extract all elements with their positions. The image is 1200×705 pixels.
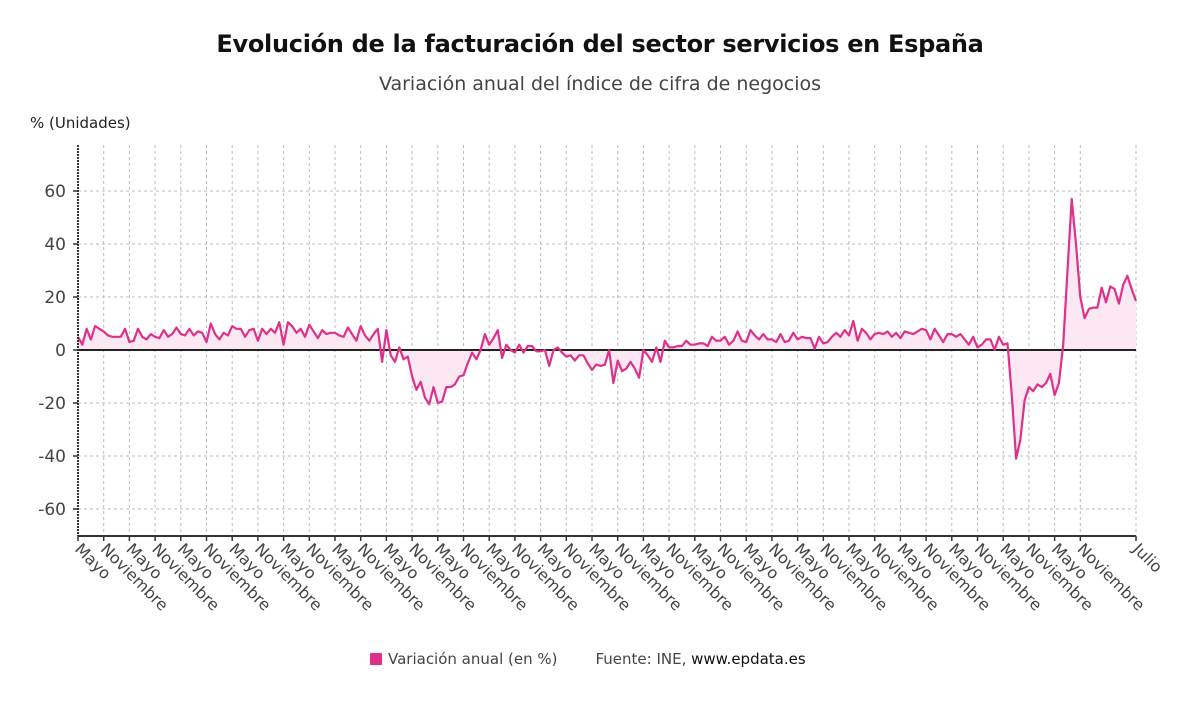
horizontal-gridlines xyxy=(78,190,1136,510)
y-axis-ticks: -60 -40 -20 0 20 40 60 xyxy=(38,182,78,520)
source-prefix: Fuente: INE, xyxy=(595,650,692,668)
y-tick-label: 20 xyxy=(44,288,66,308)
legend: Variación anual (en %) Fuente: INE, www.… xyxy=(370,650,806,668)
y-tick-label: 40 xyxy=(44,235,66,255)
y-tick-label: 0 xyxy=(55,341,66,361)
series-line-variacion-anual xyxy=(77,197,1138,460)
y-tick-label: -20 xyxy=(38,394,66,414)
series-points xyxy=(77,198,1137,460)
y-tick-label: 60 xyxy=(44,182,66,202)
source-link[interactable]: www.epdata.es xyxy=(691,650,806,668)
y-tick-label: -40 xyxy=(38,447,66,467)
series-area-fill xyxy=(78,199,1136,459)
source-note: Fuente: INE, www.epdata.es xyxy=(595,650,805,668)
x-axis-ticks: MayoNoviembreMayoNoviembreMayoNoviembreM… xyxy=(71,536,1166,615)
y-tick-label: -60 xyxy=(38,500,66,520)
x-tick-label: Julio xyxy=(1128,539,1166,577)
chart-title: Evolución de la facturación del sector s… xyxy=(216,30,984,58)
y-axis-unit-label: % (Unidades) xyxy=(30,114,131,132)
chart-subtitle: Variación anual del índice de cifra de n… xyxy=(378,73,822,95)
legend-swatch xyxy=(370,653,382,665)
vertical-gridlines xyxy=(103,145,1137,536)
legend-series-label: Variación anual (en %) xyxy=(388,650,558,668)
